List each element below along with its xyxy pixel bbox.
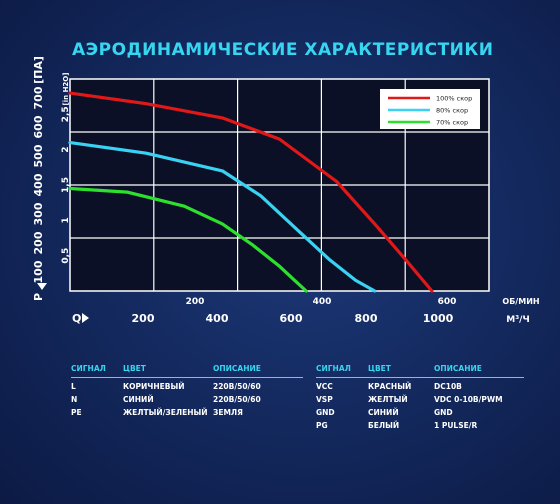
cell-color: КОРИЧНЕВЫЙ — [123, 382, 185, 391]
cell-color: КРАСНЫЙ — [368, 382, 412, 391]
signal-table-left: СИГНАЛ ЦВЕТ ОПИСАНИЕ L КОРИЧНЕВЫЙ 220В/5… — [71, 364, 303, 417]
table-row: PG БЕЛЫЙ 1 PULSE/R — [316, 417, 524, 430]
table-row: PE ЖЕЛТЫЙ/ЗЕЛЕНЫЙ ЗЕМЛЯ — [71, 404, 303, 417]
y-tick-label-in: 1,5 — [61, 177, 71, 193]
x-tick-label-lower: 800 — [355, 312, 378, 325]
legend-label: 70% скор — [436, 119, 468, 127]
x-tick-label-lower: 400 — [206, 312, 229, 325]
cell-signal: L — [71, 382, 76, 391]
cell-color: ЖЕЛТЫЙ — [368, 395, 408, 404]
legend-label: 80% скор — [436, 107, 468, 115]
table-row: GND СИНИЙ GND — [316, 404, 524, 417]
header-color: ЦВЕТ — [368, 364, 434, 378]
y-tick-label-pa: 300 — [32, 202, 45, 225]
cell-color: БЕЛЫЙ — [368, 421, 400, 430]
y-tick-label-pa: 500 — [32, 144, 45, 167]
x-axis-label: Q — [72, 312, 81, 325]
cell-description: 220В/50/60 — [213, 382, 261, 391]
x-axis-arrow-icon — [82, 313, 89, 323]
signal-table-right: СИГНАЛ ЦВЕТ ОПИСАНИЕ VCC КРАСНЫЙ DC10B V… — [316, 364, 524, 430]
y-tick-label-in: 2 — [61, 147, 71, 153]
y-axis-unit-in: [in H2O] — [62, 73, 70, 106]
cell-signal: N — [71, 395, 78, 404]
series-line — [68, 141, 377, 293]
x-tick-label-lower: 600 — [280, 312, 303, 325]
cell-signal: VCC — [316, 382, 333, 391]
performance-chart: 100% скор 80% скор 70% скор 0,5 1 1,5 2 2,5[in … — [32, 56, 539, 325]
y-axis-unit-pa: [ПА] — [32, 56, 45, 84]
cell-signal: PE — [71, 408, 82, 417]
cell-description: ЗЕМЛЯ — [213, 408, 243, 417]
plot-border — [69, 78, 490, 292]
cell-description: 1 PULSE/R — [434, 421, 478, 430]
table-header-row: СИГНАЛ ЦВЕТ ОПИСАНИЕ — [71, 364, 303, 378]
y-tick-label-pa: 400 — [32, 173, 45, 196]
y-axis-arrow-icon — [37, 283, 47, 290]
legend-label: 100% скор — [436, 95, 472, 103]
x-tick-label-lower: 200 — [132, 312, 155, 325]
y-tick-label-pa: 100 — [32, 260, 45, 283]
table-row: VSP ЖЕЛТЫЙ VDC 0-10В/PWM — [316, 391, 524, 404]
table-row: N СИНИЙ 220В/50/60 — [71, 391, 303, 404]
y-tick-label-pa: 600 — [32, 115, 45, 138]
header-color: ЦВЕТ — [123, 364, 213, 378]
x-tick-label-upper: 600 — [438, 297, 457, 307]
x-tick-label-upper: 400 — [313, 297, 332, 307]
header-description: ОПИСАНИЕ — [213, 364, 303, 378]
x-tick-label-upper: 200 — [186, 297, 205, 307]
table-row: VCC КРАСНЫЙ DC10B — [316, 378, 524, 391]
cell-signal: GND — [316, 408, 335, 417]
series-line — [68, 186, 308, 293]
y-tick-label-pa: 700 — [32, 86, 45, 109]
cell-color: СИНИЙ — [368, 408, 399, 417]
cell-description: GND — [434, 408, 453, 417]
x-axis-unit-lower: М³/Ч — [506, 315, 529, 325]
y-axis-label: P — [32, 293, 45, 301]
chart-title: АЭРОДИНАМИЧЕСКИЕ ХАРАКТЕРИСТИКИ — [72, 40, 494, 60]
cell-description: VDC 0-10В/PWM — [434, 395, 503, 404]
cell-color: ЖЕЛТЫЙ/ЗЕЛЕНЫЙ — [123, 408, 208, 417]
y-tick-label-in: 1 — [61, 217, 71, 223]
table-row: L КОРИЧНЕВЫЙ 220В/50/60 — [71, 378, 303, 391]
x-axis-unit-upper: ОБ/МИН — [502, 297, 539, 306]
y-tick-label-pa: 200 — [32, 231, 45, 254]
series-line — [68, 91, 434, 293]
cell-description: 220В/50/60 — [213, 395, 261, 404]
cell-color: СИНИЙ — [123, 395, 154, 404]
header-signal: СИГНАЛ — [71, 364, 123, 378]
x-tick-label-lower: 1000 — [423, 312, 454, 325]
cell-signal: VSP — [316, 395, 333, 404]
cell-signal: PG — [316, 421, 328, 430]
y-tick-label-in: 0,5 — [61, 248, 71, 264]
y-tick-label-in: 2,5 — [61, 106, 71, 122]
cell-description: DC10B — [434, 382, 462, 391]
table-header-row: СИГНАЛ ЦВЕТ ОПИСАНИЕ — [316, 364, 524, 378]
header-signal: СИГНАЛ — [316, 364, 368, 378]
header-description: ОПИСАНИЕ — [434, 364, 524, 378]
